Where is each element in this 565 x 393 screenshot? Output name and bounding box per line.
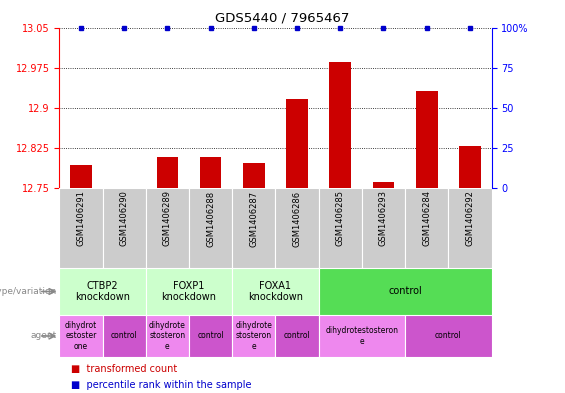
Bar [146,188,189,268]
Text: GSM1406288: GSM1406288 [206,190,215,246]
Text: control: control [388,286,422,296]
Text: dihydrotestosteron
e: dihydrotestosteron e [325,326,398,346]
Text: dihydrot
estoster
one: dihydrot estoster one [65,321,97,351]
Text: control: control [111,332,137,340]
Bar [59,188,103,268]
Bar [405,315,492,357]
Text: GSM1406292: GSM1406292 [466,190,475,246]
Bar [189,188,232,268]
Text: GSM1406291: GSM1406291 [76,190,85,246]
Text: GSM1406293: GSM1406293 [379,190,388,246]
Bar [319,268,492,315]
Bar [329,62,351,188]
Bar [459,146,481,188]
Text: FOXP1
knockdown: FOXP1 knockdown [162,281,216,302]
Bar [59,268,146,315]
Bar [146,268,232,315]
Bar [243,163,264,188]
Text: CTBP2
knockdown: CTBP2 knockdown [75,281,130,302]
Bar [232,315,276,357]
Bar [103,188,146,268]
Text: GSM1406289: GSM1406289 [163,190,172,246]
Bar [416,91,437,188]
Bar [146,315,189,357]
Bar [449,188,492,268]
Bar [232,188,276,268]
Bar [286,99,308,188]
Text: dihydrote
stosteron
e: dihydrote stosteron e [149,321,186,351]
Text: GSM1406290: GSM1406290 [120,190,129,246]
Text: GSM1406286: GSM1406286 [293,190,302,246]
Bar [70,165,92,188]
Bar [157,157,178,188]
Bar [103,315,146,357]
Text: ■  percentile rank within the sample: ■ percentile rank within the sample [71,380,251,389]
Text: control: control [284,332,310,340]
Text: ■  transformed count: ■ transformed count [71,364,177,374]
Text: GSM1406287: GSM1406287 [249,190,258,246]
Bar [276,315,319,357]
Text: FOXA1
knockdown: FOXA1 knockdown [248,281,303,302]
Bar [319,315,405,357]
Bar [276,188,319,268]
Bar [362,188,405,268]
Text: genotype/variation: genotype/variation [0,287,56,296]
Text: GSM1406284: GSM1406284 [422,190,431,246]
Bar [319,188,362,268]
Text: agent: agent [31,332,56,340]
Text: GDS5440 / 7965467: GDS5440 / 7965467 [215,11,350,24]
Bar [189,315,232,357]
Bar [373,182,394,188]
Bar [59,315,103,357]
Bar [232,268,319,315]
Text: dihydrote
stosteron
e: dihydrote stosteron e [236,321,272,351]
Bar [405,188,449,268]
Bar [200,156,221,188]
Text: control: control [197,332,224,340]
Text: GSM1406285: GSM1406285 [336,190,345,246]
Text: control: control [435,332,462,340]
